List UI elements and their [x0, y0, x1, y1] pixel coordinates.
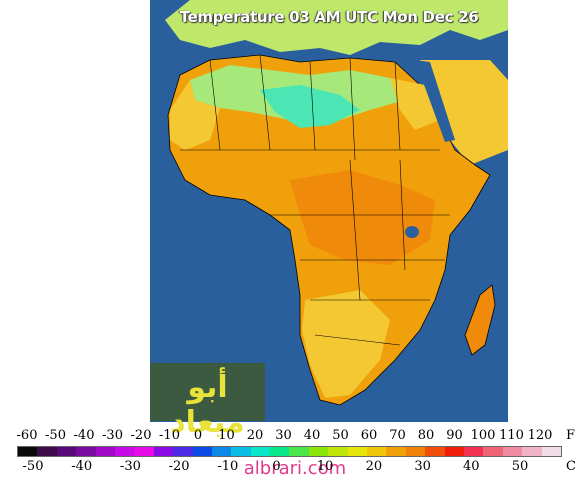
- maghreb-mild-zone: [170, 80, 220, 150]
- fahrenheit-tick-label: -50: [45, 428, 66, 443]
- celsius-tick-label: -40: [71, 459, 93, 474]
- fahrenheit-tick-label: 40: [303, 428, 321, 443]
- legend-swatch: [114, 447, 135, 456]
- legend-swatch: [250, 447, 271, 456]
- legend-swatch: [483, 447, 503, 456]
- fahrenheit-tick-label: 20: [246, 428, 264, 443]
- europe-landmass: [165, 0, 508, 55]
- legend-swatch: [308, 447, 329, 456]
- fahrenheit-tick-label: 90: [446, 428, 463, 443]
- legend-swatch: [522, 447, 542, 456]
- legend-swatch: [463, 447, 484, 456]
- celsius-tick-label: -50: [22, 459, 44, 474]
- fahrenheit-tick-label: -30: [102, 428, 123, 443]
- madagascar: [464, 284, 496, 356]
- fahrenheit-tick-label: 50: [332, 428, 349, 443]
- celsius-tick-label: 0: [272, 459, 281, 474]
- fahrenheit-tick-label: -60: [16, 428, 38, 443]
- site-url: albrari.com: [243, 458, 347, 479]
- fahrenheit-tick-label: -20: [130, 428, 152, 443]
- celsius-tick-label: 20: [365, 459, 383, 474]
- fahrenheit-tick-label: 60: [360, 428, 378, 443]
- fahrenheit-tick-label: 100: [470, 428, 496, 443]
- fahrenheit-tick-label: 10: [218, 428, 235, 443]
- legend-swatch: [386, 447, 406, 456]
- celsius-tick-label: 50: [511, 459, 529, 474]
- legend-swatch: [231, 447, 251, 456]
- celsius-tick-label: -20: [168, 459, 190, 474]
- fahrenheit-tick-label: 120: [527, 428, 553, 443]
- arabian-peninsula: [420, 60, 508, 165]
- southern-africa-mild-zone: [302, 290, 390, 398]
- celsius-tick-label: 40: [463, 459, 480, 474]
- legend-swatch: [192, 447, 212, 456]
- legend-swatch: [405, 447, 426, 456]
- sahara-cyan-zone: [260, 85, 360, 128]
- watermark-text: أبو ميعاد: [170, 370, 245, 440]
- fahrenheit-tick-label: -40: [73, 428, 95, 443]
- celsius-tick-label: 30: [414, 459, 431, 474]
- legend-color-bar: [17, 446, 562, 457]
- map-title: Temperature 03 AM UTC Mon Dec 26: [179, 8, 479, 26]
- celsius-tick-label: -30: [119, 459, 141, 474]
- fahrenheit-tick-label: 110: [499, 428, 524, 443]
- legend-swatch: [367, 447, 387, 456]
- legend-swatch: [95, 447, 115, 456]
- legend-swatch: [173, 447, 193, 456]
- country-borders: [180, 54, 450, 346]
- celsius-unit-label: C: [566, 459, 576, 474]
- central-africa-hot-zone: [290, 170, 435, 265]
- legend-swatch: [541, 447, 561, 456]
- celsius-tick-label: -10: [217, 459, 239, 474]
- legend-swatch: [444, 447, 464, 456]
- lake-victoria: [405, 226, 419, 238]
- legend-swatch: [328, 447, 348, 456]
- watermark-badge: [150, 363, 265, 421]
- legend-swatch: [289, 447, 309, 456]
- fahrenheit-unit-label: F: [566, 428, 576, 443]
- legend-swatch: [56, 447, 77, 456]
- legend-swatch: [153, 447, 174, 456]
- legend-swatch: [502, 447, 523, 456]
- legend-swatch: [211, 447, 232, 456]
- fahrenheit-tick-label: 80: [417, 428, 435, 443]
- fahrenheit-tick-label: 30: [275, 428, 292, 443]
- fahrenheit-tick-label: -10: [159, 428, 180, 443]
- temperature-map: [150, 0, 508, 422]
- legend-swatch: [347, 447, 368, 456]
- fahrenheit-tick-label: 0: [193, 428, 203, 443]
- legend-swatch: [18, 447, 38, 456]
- legend-swatch: [37, 447, 57, 456]
- legend-swatch: [270, 447, 290, 456]
- legend-swatch: [134, 447, 154, 456]
- red-sea: [415, 60, 455, 142]
- celsius-tick-label: 10: [316, 459, 334, 474]
- legend-swatch: [76, 447, 96, 456]
- fahrenheit-tick-label: 70: [389, 428, 406, 443]
- legend-swatch: [425, 447, 445, 456]
